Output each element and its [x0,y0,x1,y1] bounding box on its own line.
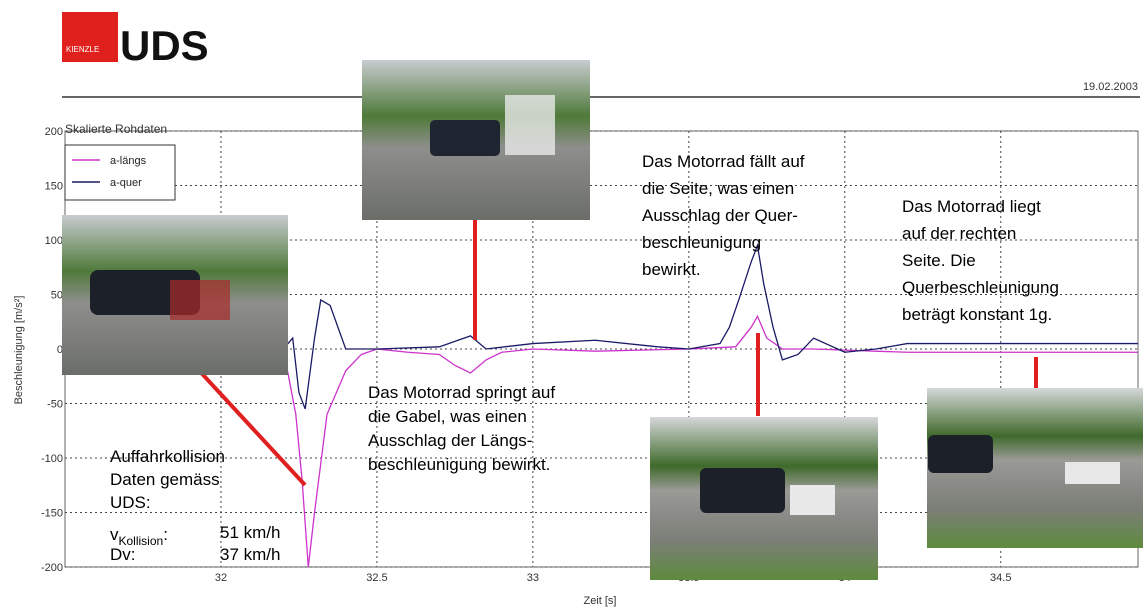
annotation-line: die Seite, was einen [642,179,794,198]
logo-text: UDS [120,22,209,69]
slide: KIENZLE UDS 19.02.2003 -200-150-100-5005… [0,0,1146,608]
y-tick-label: -200 [41,562,63,574]
annotation-line: bewirkt. [642,260,701,279]
annotation-line: Daten gemäss [110,470,220,489]
annotation-line: Ausschlag der Längs- [368,431,532,450]
y-tick-label: -50 [47,399,63,411]
photo [62,215,288,375]
annotation-line: beschleunigung [642,233,761,252]
annotation-line: Das Motorrad liegt [902,197,1041,216]
annotation-line: Das Motorrad fällt auf [642,152,805,171]
photo [362,60,590,220]
x-tick-label: 33 [527,572,539,584]
chart-subtitle: Skalierte Rohdaten [65,122,167,136]
legend: a-längs a-quer [65,145,175,200]
y-tick-label: 150 [45,181,63,193]
dv-value: 37 km/h [220,545,280,564]
y-tick-label: 100 [45,235,63,247]
annotation-line: die Gabel, was einen [368,407,527,426]
y-tick-label: 50 [51,290,63,302]
x-tick-label: 32.5 [366,572,387,584]
annotation-line: beschleunigung bewirkt. [368,455,550,474]
y-axis-label: Beschleunigung [m/s²] [13,296,25,405]
annotation-line: UDS: [110,493,151,512]
x-axis-label: Zeit [s] [583,595,616,607]
y-tick-label: 200 [45,126,63,138]
logo-mark [62,12,118,62]
x-tick-label: 34.5 [990,572,1011,584]
photo [650,417,878,580]
dv-label: Dv: [110,545,136,564]
annotation-line: auf der rechten [902,224,1016,243]
annotation-line: Querbeschleunigung [902,278,1059,297]
annotation-line: beträgt konstant 1g. [902,305,1052,324]
date: 19.02.2003 [1083,81,1138,93]
photo [927,388,1143,548]
logo-small: KIENZLE [66,45,99,54]
y-tick-label: -150 [41,508,63,520]
legend-label: a-quer [110,177,142,189]
annotation-line: Ausschlag der Quer- [642,206,798,225]
v-value: 51 km/h [220,523,280,542]
annotation-line: Das Motorrad springt auf [368,383,555,402]
x-tick-label: 32 [215,572,227,584]
legend-label: a-längs [110,155,147,167]
v-colon: : [163,525,168,544]
legend-box [65,145,175,200]
annotation-line: Auffahrkollision [110,447,225,466]
y-tick-label: -100 [41,453,63,465]
annotation-line: Seite. Die [902,251,976,270]
